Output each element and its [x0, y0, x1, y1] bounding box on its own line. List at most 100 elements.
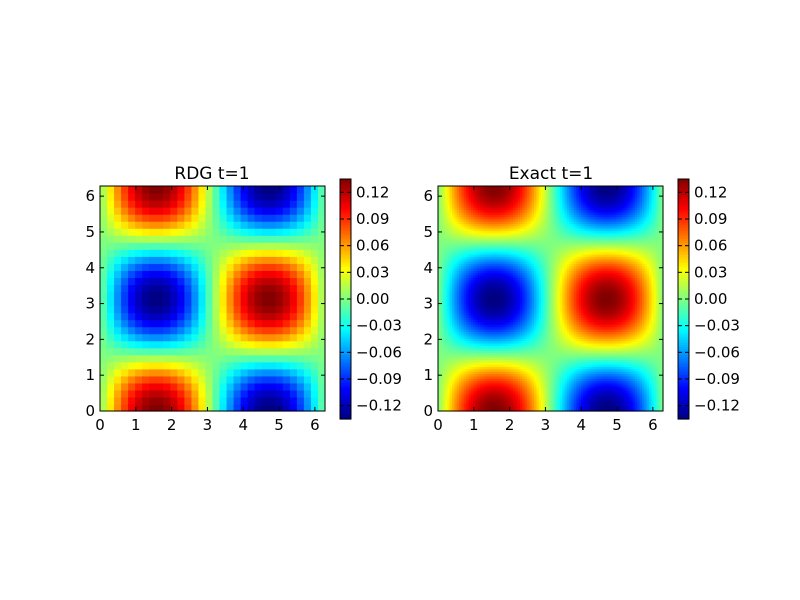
heatmap-cell [461, 317, 465, 321]
heatmap-cell [459, 235, 463, 239]
heatmap-cell [461, 256, 465, 260]
heatmap-cell [524, 284, 528, 288]
heatmap-cell [473, 193, 477, 196]
heatmap-cell [438, 239, 441, 243]
heatmap-cell [438, 204, 441, 208]
heatmap-cell [456, 336, 460, 339]
heatmap-cell [496, 221, 500, 225]
axes-frame [99, 185, 326, 412]
heatmap-cell [498, 305, 502, 309]
heatmap-cell [219, 305, 228, 314]
heatmap-cell [449, 284, 453, 288]
heatmap-cell [480, 202, 484, 206]
heatmap-cell [114, 389, 122, 398]
heatmap-cell [513, 258, 516, 262]
heatmap-cell [447, 268, 451, 271]
heatmap-cell [449, 354, 453, 358]
heatmap-cell [191, 333, 200, 342]
heatmap-cell [114, 200, 122, 208]
heatmap-cell [442, 352, 446, 356]
heatmap-cell [517, 366, 521, 370]
heatmap-cell [100, 382, 108, 391]
heatmap-cell [156, 389, 164, 398]
heatmap-cell [461, 399, 465, 403]
heatmap-cell [459, 237, 463, 241]
heatmap-cell [449, 246, 453, 250]
heatmap-cell [466, 268, 470, 271]
heatmap-cell [513, 312, 516, 316]
heatmap-cell [463, 197, 467, 201]
heatmap-cell [226, 284, 235, 293]
heatmap-cell [452, 202, 455, 206]
heatmap-cell [452, 291, 455, 295]
heatmap-cell [508, 317, 512, 321]
heatmap-cell [489, 268, 493, 271]
heatmap-cell [191, 396, 200, 405]
heatmap-cell [128, 235, 136, 243]
heatmap-cell [456, 277, 460, 281]
heatmap-cell [510, 188, 514, 192]
heatmap-cell [442, 218, 446, 222]
heatmap-cell [489, 368, 493, 372]
heatmap-cell [440, 200, 444, 203]
heatmap-cell [487, 385, 491, 389]
heatmap-cell [247, 242, 256, 250]
heatmap-cell [452, 186, 455, 189]
heatmap-cell [445, 378, 448, 382]
heatmap-cell [452, 225, 455, 229]
heatmap-cell [468, 326, 472, 330]
heatmap-cell [482, 279, 486, 283]
heatmap-cell [522, 361, 526, 365]
heatmap-cell [461, 235, 465, 239]
heatmap-cell [456, 382, 460, 386]
heatmap-cell [489, 350, 493, 353]
heatmap-cell [463, 263, 467, 267]
heatmap-cell [470, 394, 474, 398]
heatmap-cell [470, 272, 474, 276]
heatmap-cell [487, 399, 491, 403]
heatmap-cell [491, 188, 495, 192]
heatmap-cell [496, 340, 500, 344]
heatmap-cell [498, 371, 502, 375]
heatmap-cell [442, 317, 446, 321]
heatmap-cell [456, 375, 460, 379]
heatmap-cell [524, 326, 528, 330]
heatmap-cell [468, 228, 472, 232]
heatmap-cell [508, 352, 512, 356]
heatmap-cell [463, 272, 467, 276]
heatmap-cell [240, 291, 249, 300]
heatmap-cell [282, 235, 291, 243]
heatmap-cell [473, 265, 477, 269]
heatmap-cell [505, 216, 509, 220]
heatmap-cell [142, 207, 150, 215]
heatmap-cell [447, 303, 451, 307]
heatmap-cell [515, 197, 519, 201]
heatmap-cell [494, 331, 498, 335]
heatmap-cell [489, 204, 493, 208]
heatmap-cell [527, 232, 530, 236]
heatmap-cell [524, 371, 528, 375]
heatmap-cell [310, 228, 319, 236]
heatmap-cell [510, 350, 514, 353]
heatmap-cell [461, 366, 465, 370]
heatmap-cell [473, 204, 477, 208]
heatmap-cell [473, 366, 477, 370]
heatmap-cell [289, 277, 298, 286]
heatmap-cell [261, 221, 270, 229]
heatmap-cell [470, 401, 474, 405]
heatmap-cell [505, 317, 509, 321]
heatmap-cell [470, 314, 474, 318]
heatmap-cell [522, 258, 526, 262]
heatmap-cell [508, 272, 512, 276]
heatmap-cell [121, 361, 129, 370]
heatmap-cell [524, 279, 528, 283]
heatmap-cell [522, 228, 526, 232]
heatmap-cell [524, 202, 528, 206]
heatmap-cell [508, 230, 512, 234]
heatmap-cell [524, 239, 528, 243]
heatmap-cell [468, 385, 472, 389]
heatmap-cell [296, 200, 305, 208]
heatmap-cell [310, 256, 319, 264]
heatmap-cell [517, 354, 521, 358]
heatmap-cell [480, 399, 484, 403]
